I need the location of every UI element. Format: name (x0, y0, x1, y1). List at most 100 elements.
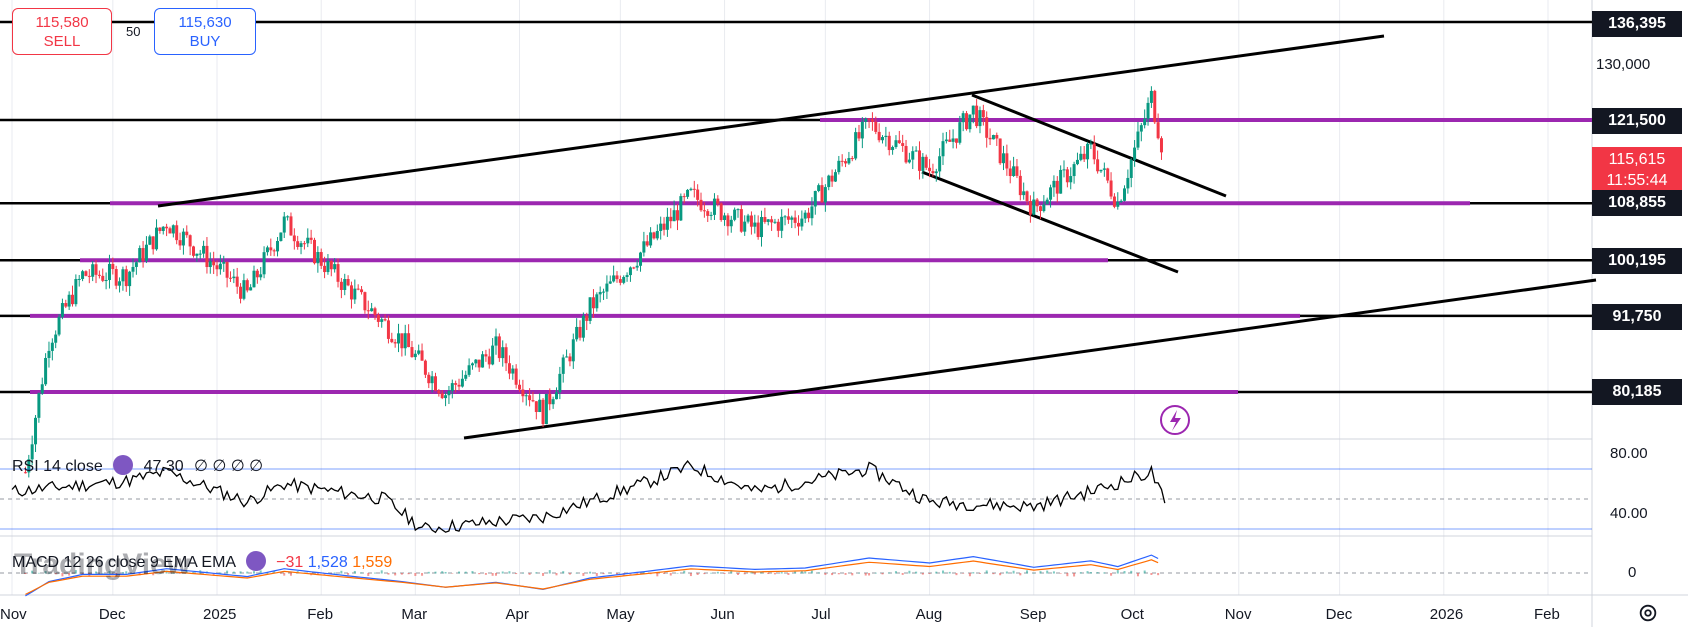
macd-settings-icon[interactable] (245, 551, 266, 571)
rsi-legend[interactable]: RSI 14 close 47.30 ∅ ∅ ∅ ∅ (12, 454, 263, 477)
macd-legend[interactable]: MACD 12 26 close 9 EMA EMA −31 1,528 1,5… (12, 551, 392, 573)
candle-body (165, 226, 169, 229)
candle-body (793, 217, 797, 223)
candle-body (669, 216, 673, 222)
macd-signal-line (25, 559, 1159, 595)
candle-body (333, 264, 337, 270)
candle-body (319, 252, 323, 266)
candle-body (94, 264, 98, 275)
candle-body (924, 156, 928, 168)
candle-body (978, 110, 982, 127)
candle-body (874, 121, 878, 132)
macd-histogram-bar (101, 572, 104, 574)
macd-histogram-bar (676, 572, 679, 574)
trendline (971, 93, 1227, 198)
lightning-glyph (1170, 410, 1181, 431)
macd-histogram-bar (683, 570, 686, 574)
candle-body (591, 297, 595, 309)
candle-body (1028, 201, 1032, 215)
candle-body (286, 216, 290, 218)
candle-body (820, 185, 824, 203)
macd-histogram-bar (874, 572, 877, 574)
candle-body (1055, 180, 1059, 194)
candle-body (763, 216, 767, 222)
candle-body (191, 246, 195, 256)
candle-body (749, 215, 753, 227)
candle-body (363, 292, 367, 311)
candle-body (353, 288, 357, 300)
macd-histogram-bar (689, 573, 692, 577)
candle-body (625, 275, 629, 278)
candle-body (259, 274, 263, 278)
candle-body (746, 215, 750, 222)
candle-body (410, 347, 414, 358)
macd-histogram-bar (1096, 572, 1099, 574)
candle-body (440, 393, 444, 399)
candle-body (605, 283, 609, 292)
macd-histogram-bar (239, 571, 242, 574)
macd-histogram-bar (582, 573, 585, 576)
candle-body (911, 151, 915, 160)
candle-body (27, 459, 31, 473)
candle-body (84, 271, 88, 276)
macd-histogram-bar (851, 573, 854, 576)
time-axis-label: Apr (505, 606, 529, 623)
candle-body (995, 135, 999, 139)
candle-body (534, 401, 538, 413)
candle-body (181, 231, 185, 246)
candle-body (407, 333, 411, 348)
macd-histogram-bar (61, 573, 64, 577)
macd-histogram-bar (548, 570, 551, 574)
candle-body (232, 276, 236, 279)
macd-histogram-bar (95, 571, 98, 574)
candle-body (760, 216, 764, 238)
macd-histogram-bar (602, 573, 605, 575)
macd-histogram-bar (780, 572, 783, 574)
candle-body (386, 320, 390, 339)
candle-body (558, 373, 562, 393)
candle-body (1008, 168, 1012, 177)
candle-body (702, 210, 706, 212)
macd-histogram-bar (273, 571, 276, 574)
macd-histogram-bar (703, 573, 706, 575)
macd-histogram-bar (948, 571, 951, 574)
candle-body (390, 338, 394, 343)
time-axis-label: Feb (1534, 606, 1560, 623)
candle-body (1092, 143, 1096, 160)
macd-histogram-bar (1046, 570, 1049, 574)
candle-body (511, 368, 515, 374)
macd-histogram-bar (232, 571, 235, 574)
candle-body (1133, 147, 1137, 160)
macd-histogram-bar (185, 570, 188, 574)
candle-body (729, 219, 733, 227)
rsi-settings-icon[interactable] (113, 454, 134, 475)
candle-body (50, 342, 54, 351)
macd-histogram-bar (54, 573, 57, 575)
price-level-tag: 91,750 (1592, 304, 1682, 330)
candle-body (64, 303, 68, 307)
candle-body (262, 252, 266, 275)
candle-body (161, 226, 165, 231)
sell-button[interactable]: 115,580 SELL (12, 8, 112, 55)
candle-body (951, 138, 955, 142)
gear-icon[interactable] (1637, 602, 1659, 624)
price-axis-label: 130,000 (1596, 56, 1651, 73)
buy-button[interactable]: 115,630 BUY (154, 8, 256, 55)
candle-body (276, 240, 280, 252)
candle-body (897, 140, 901, 144)
macd-histogram-bar (857, 572, 860, 574)
candle-body (1059, 169, 1063, 194)
time-axis-label: May (606, 606, 635, 623)
macd-histogram-bar (575, 572, 578, 574)
candle-body (343, 279, 347, 290)
candle-body (60, 303, 64, 317)
candle-body (464, 374, 468, 379)
candle-body (723, 215, 727, 221)
candle-body (131, 266, 135, 272)
macd-histogram-bar (1157, 573, 1160, 576)
candle-body (218, 263, 222, 270)
macd-histogram-bar (484, 573, 487, 575)
candle-body (743, 221, 747, 232)
candle-body (928, 167, 932, 172)
